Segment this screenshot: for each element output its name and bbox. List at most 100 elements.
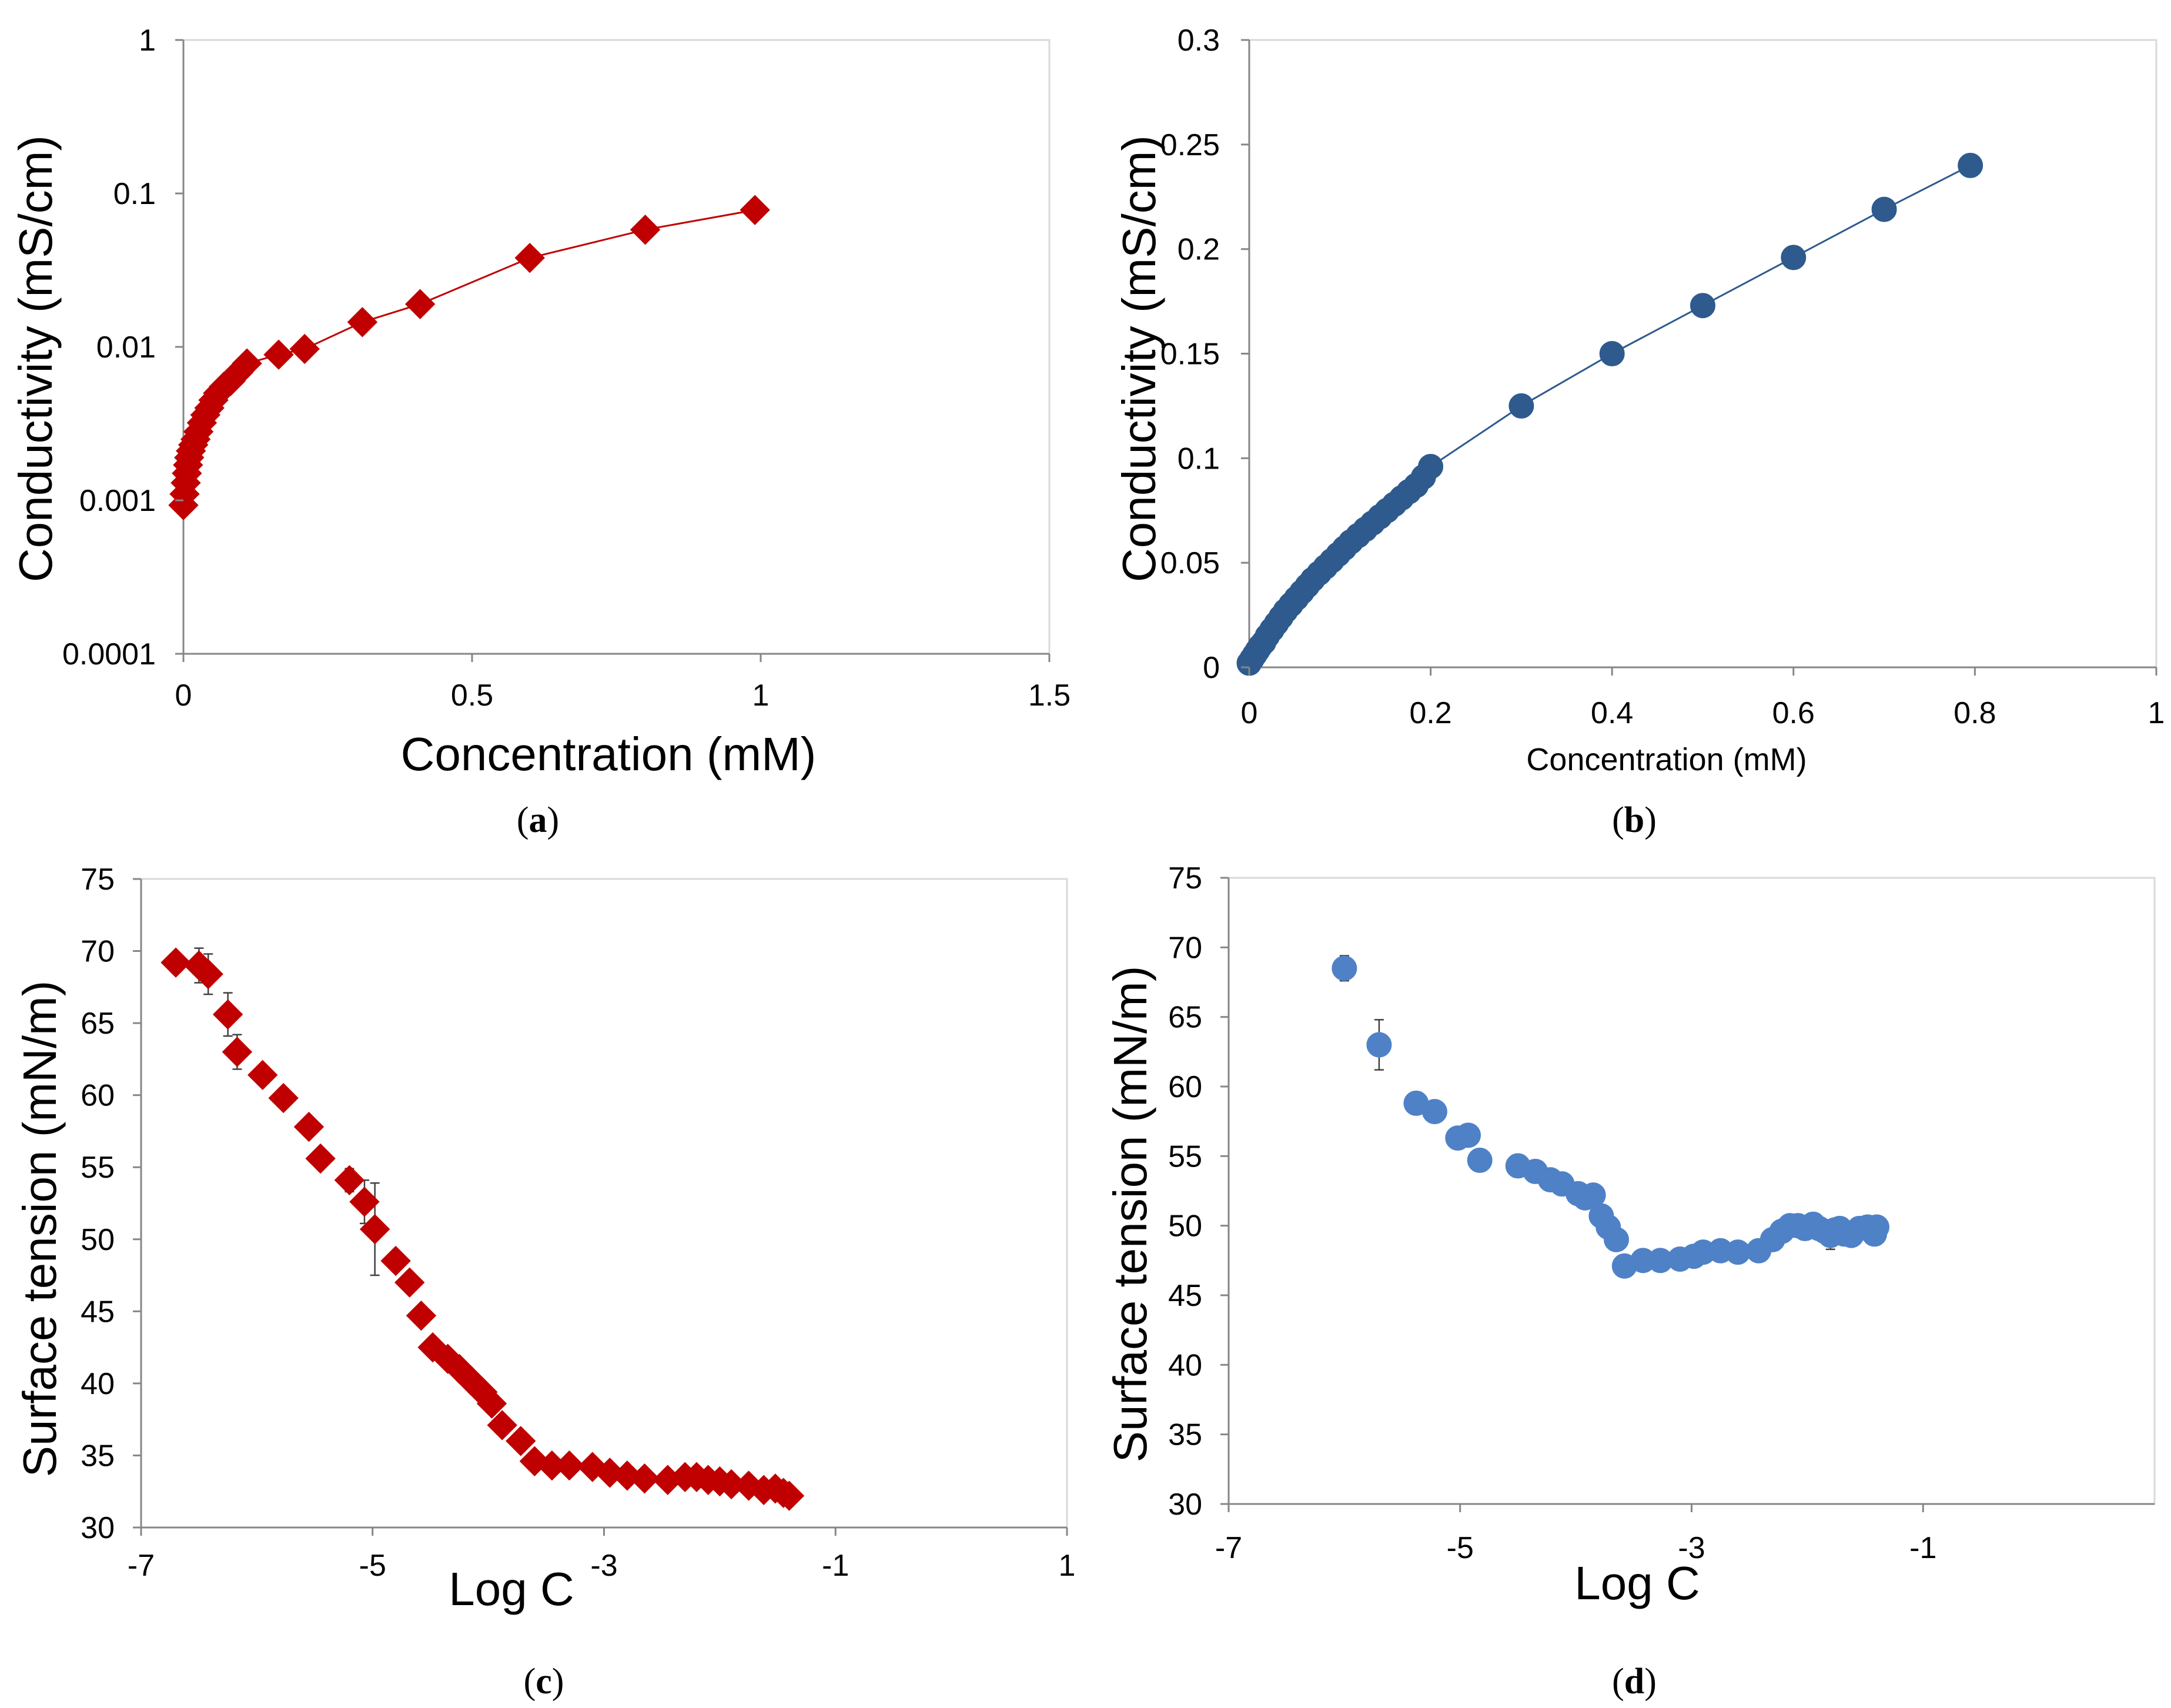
y-tick-label: 0.15	[1160, 337, 1220, 372]
data-point	[1958, 152, 1983, 178]
chart-b-ticks: 0 0.05 0.1 0.15 0.2 0.25 0.3 0 0.2 0.4 0.6 0.8 1	[1160, 24, 2165, 730]
x-tick-label: -5	[1447, 1531, 1474, 1565]
x-tick-label: 0	[1241, 696, 1258, 730]
y-tick-label: 0.0001	[62, 637, 156, 671]
x-tick-label: 0	[175, 678, 192, 713]
y-tick-label: 0.3	[1178, 24, 1220, 58]
plot-area	[1248, 39, 2157, 669]
y-tick-label: 0.05	[1160, 546, 1220, 580]
data-point	[774, 1480, 805, 1511]
data-point	[347, 307, 378, 337]
data-point	[1421, 1099, 1447, 1125]
data-point	[630, 215, 661, 245]
chart-c-ylabel: Surface tension (mN/m)	[14, 981, 66, 1478]
y-tick-label: 40	[1168, 1348, 1202, 1382]
panel-label-c: (c)	[524, 1662, 564, 1702]
data-point	[160, 947, 191, 978]
chart-a-ticks: 0.0001 0.001 0.01 0.1 1 0 0.5 1 1.5	[62, 24, 1071, 713]
chart-c: 30 35 40 45 50 55 60 65 70 75 -7 -5 -3 -1 1 Log C Surf…	[14, 863, 1075, 1702]
chart-d-axes	[1227, 877, 2156, 1505]
y-tick-label: 75	[81, 863, 115, 897]
chart-b-axes	[1248, 39, 2157, 669]
y-tick-label: 55	[81, 1151, 115, 1185]
y-tick-label: 35	[81, 1439, 115, 1473]
data-point	[506, 1426, 536, 1456]
y-tick-label: 50	[81, 1223, 115, 1257]
data-point	[359, 1214, 390, 1245]
chart-d-ylabel: Surface tension (mN/m)	[1104, 966, 1156, 1463]
y-tick-label: 60	[81, 1079, 115, 1113]
chart-b-ylabel: Conductivity (mS/cm)	[1113, 135, 1165, 582]
data-point	[380, 1245, 411, 1276]
y-tick-label: 40	[81, 1367, 115, 1401]
y-tick-label: 35	[1168, 1418, 1202, 1452]
y-tick-label: 0.1	[1178, 442, 1220, 476]
x-tick-label: -7	[128, 1549, 155, 1583]
data-point	[263, 339, 294, 370]
data-point	[1467, 1147, 1493, 1173]
y-tick-label: 60	[1168, 1070, 1202, 1104]
y-tick-label: 65	[1168, 1001, 1202, 1035]
x-tick-label: -1	[1909, 1531, 1936, 1565]
data-point	[334, 1165, 365, 1195]
chart-d-ticks: 30 35 40 45 50 55 60 65 70 75 -7 -5 -3 -1	[1168, 861, 1936, 1565]
chart-c-xlabel: Log C	[449, 1563, 574, 1615]
data-point	[629, 1463, 660, 1494]
data-point	[1366, 1032, 1392, 1058]
chart-c-ticks: 30 35 40 45 50 55 60 65 70 75 -7 -5 -3 -1 1	[81, 863, 1075, 1583]
y-tick-label: 0.25	[1160, 128, 1220, 162]
x-tick-label: 0.5	[451, 678, 493, 713]
data-point	[268, 1082, 299, 1114]
x-tick-label: 0.8	[1953, 696, 1996, 730]
y-tick-label: 0.1	[113, 177, 156, 211]
y-tick-label: 30	[1168, 1488, 1202, 1522]
x-tick-label: -3	[1678, 1531, 1705, 1565]
chart-d: 30 35 40 45 50 55 60 65 70 75 -7 -5 -3 -1 Log C Surfa…	[1104, 861, 2156, 1702]
y-tick-label: 55	[1168, 1139, 1202, 1174]
y-tick-label: 45	[1168, 1279, 1202, 1313]
data-point	[1332, 955, 1357, 981]
data-point	[212, 999, 243, 1030]
data-point	[1508, 393, 1534, 419]
data-point	[1864, 1214, 1889, 1240]
data-point	[1456, 1122, 1481, 1148]
y-tick-label: 0.01	[96, 330, 156, 365]
chart-d-xlabel: Log C	[1574, 1557, 1700, 1609]
data-point	[514, 242, 545, 273]
data-point	[487, 1410, 517, 1440]
data-point	[232, 348, 262, 379]
y-tick-label: 75	[1168, 861, 1202, 895]
data-point	[1418, 454, 1444, 480]
data-point	[740, 195, 770, 225]
x-tick-label: -7	[1215, 1531, 1242, 1565]
plot-area	[140, 878, 1068, 1529]
chart-b-xlabel: Concentration (mM)	[1526, 742, 1807, 777]
y-tick-label: 0.2	[1178, 233, 1220, 267]
x-tick-label: -5	[359, 1549, 386, 1583]
y-tick-label: 50	[1168, 1209, 1202, 1244]
data-point	[1871, 196, 1897, 222]
y-tick-label: 65	[81, 1007, 115, 1041]
data-point	[1599, 341, 1625, 366]
x-tick-label: 1	[1059, 1549, 1076, 1583]
chart-a-xlabel: Concentration (mM)	[401, 728, 817, 780]
series-line	[1248, 165, 1971, 664]
chart-c-marks	[160, 947, 805, 1511]
data-point	[554, 1450, 585, 1481]
chart-b: 0 0.05 0.1 0.15 0.2 0.25 0.3 0 0.2 0.4 0.6 0.8 1 Con…	[1113, 24, 2165, 840]
plot-area	[1227, 877, 2156, 1505]
data-point	[305, 1143, 336, 1174]
data-point	[193, 959, 223, 990]
data-point	[394, 1267, 425, 1298]
data-point	[406, 1300, 437, 1331]
y-tick-label: 0.001	[79, 484, 156, 518]
y-tick-label: 1	[139, 24, 156, 58]
chart-a: 0.0001 0.001 0.01 0.1 1 0 0.5 1 1.5 Concentratio…	[9, 24, 1071, 840]
y-tick-label: 70	[1168, 931, 1202, 965]
chart-c-axes	[140, 878, 1068, 1529]
panel-label-b: (b)	[1612, 800, 1657, 840]
panel-label-a: (a)	[517, 800, 559, 840]
chart-a-ylabel: Conductivity (mS/cm)	[9, 135, 62, 582]
y-tick-label: 0	[1203, 651, 1220, 685]
x-tick-label: 0.6	[1772, 696, 1815, 730]
